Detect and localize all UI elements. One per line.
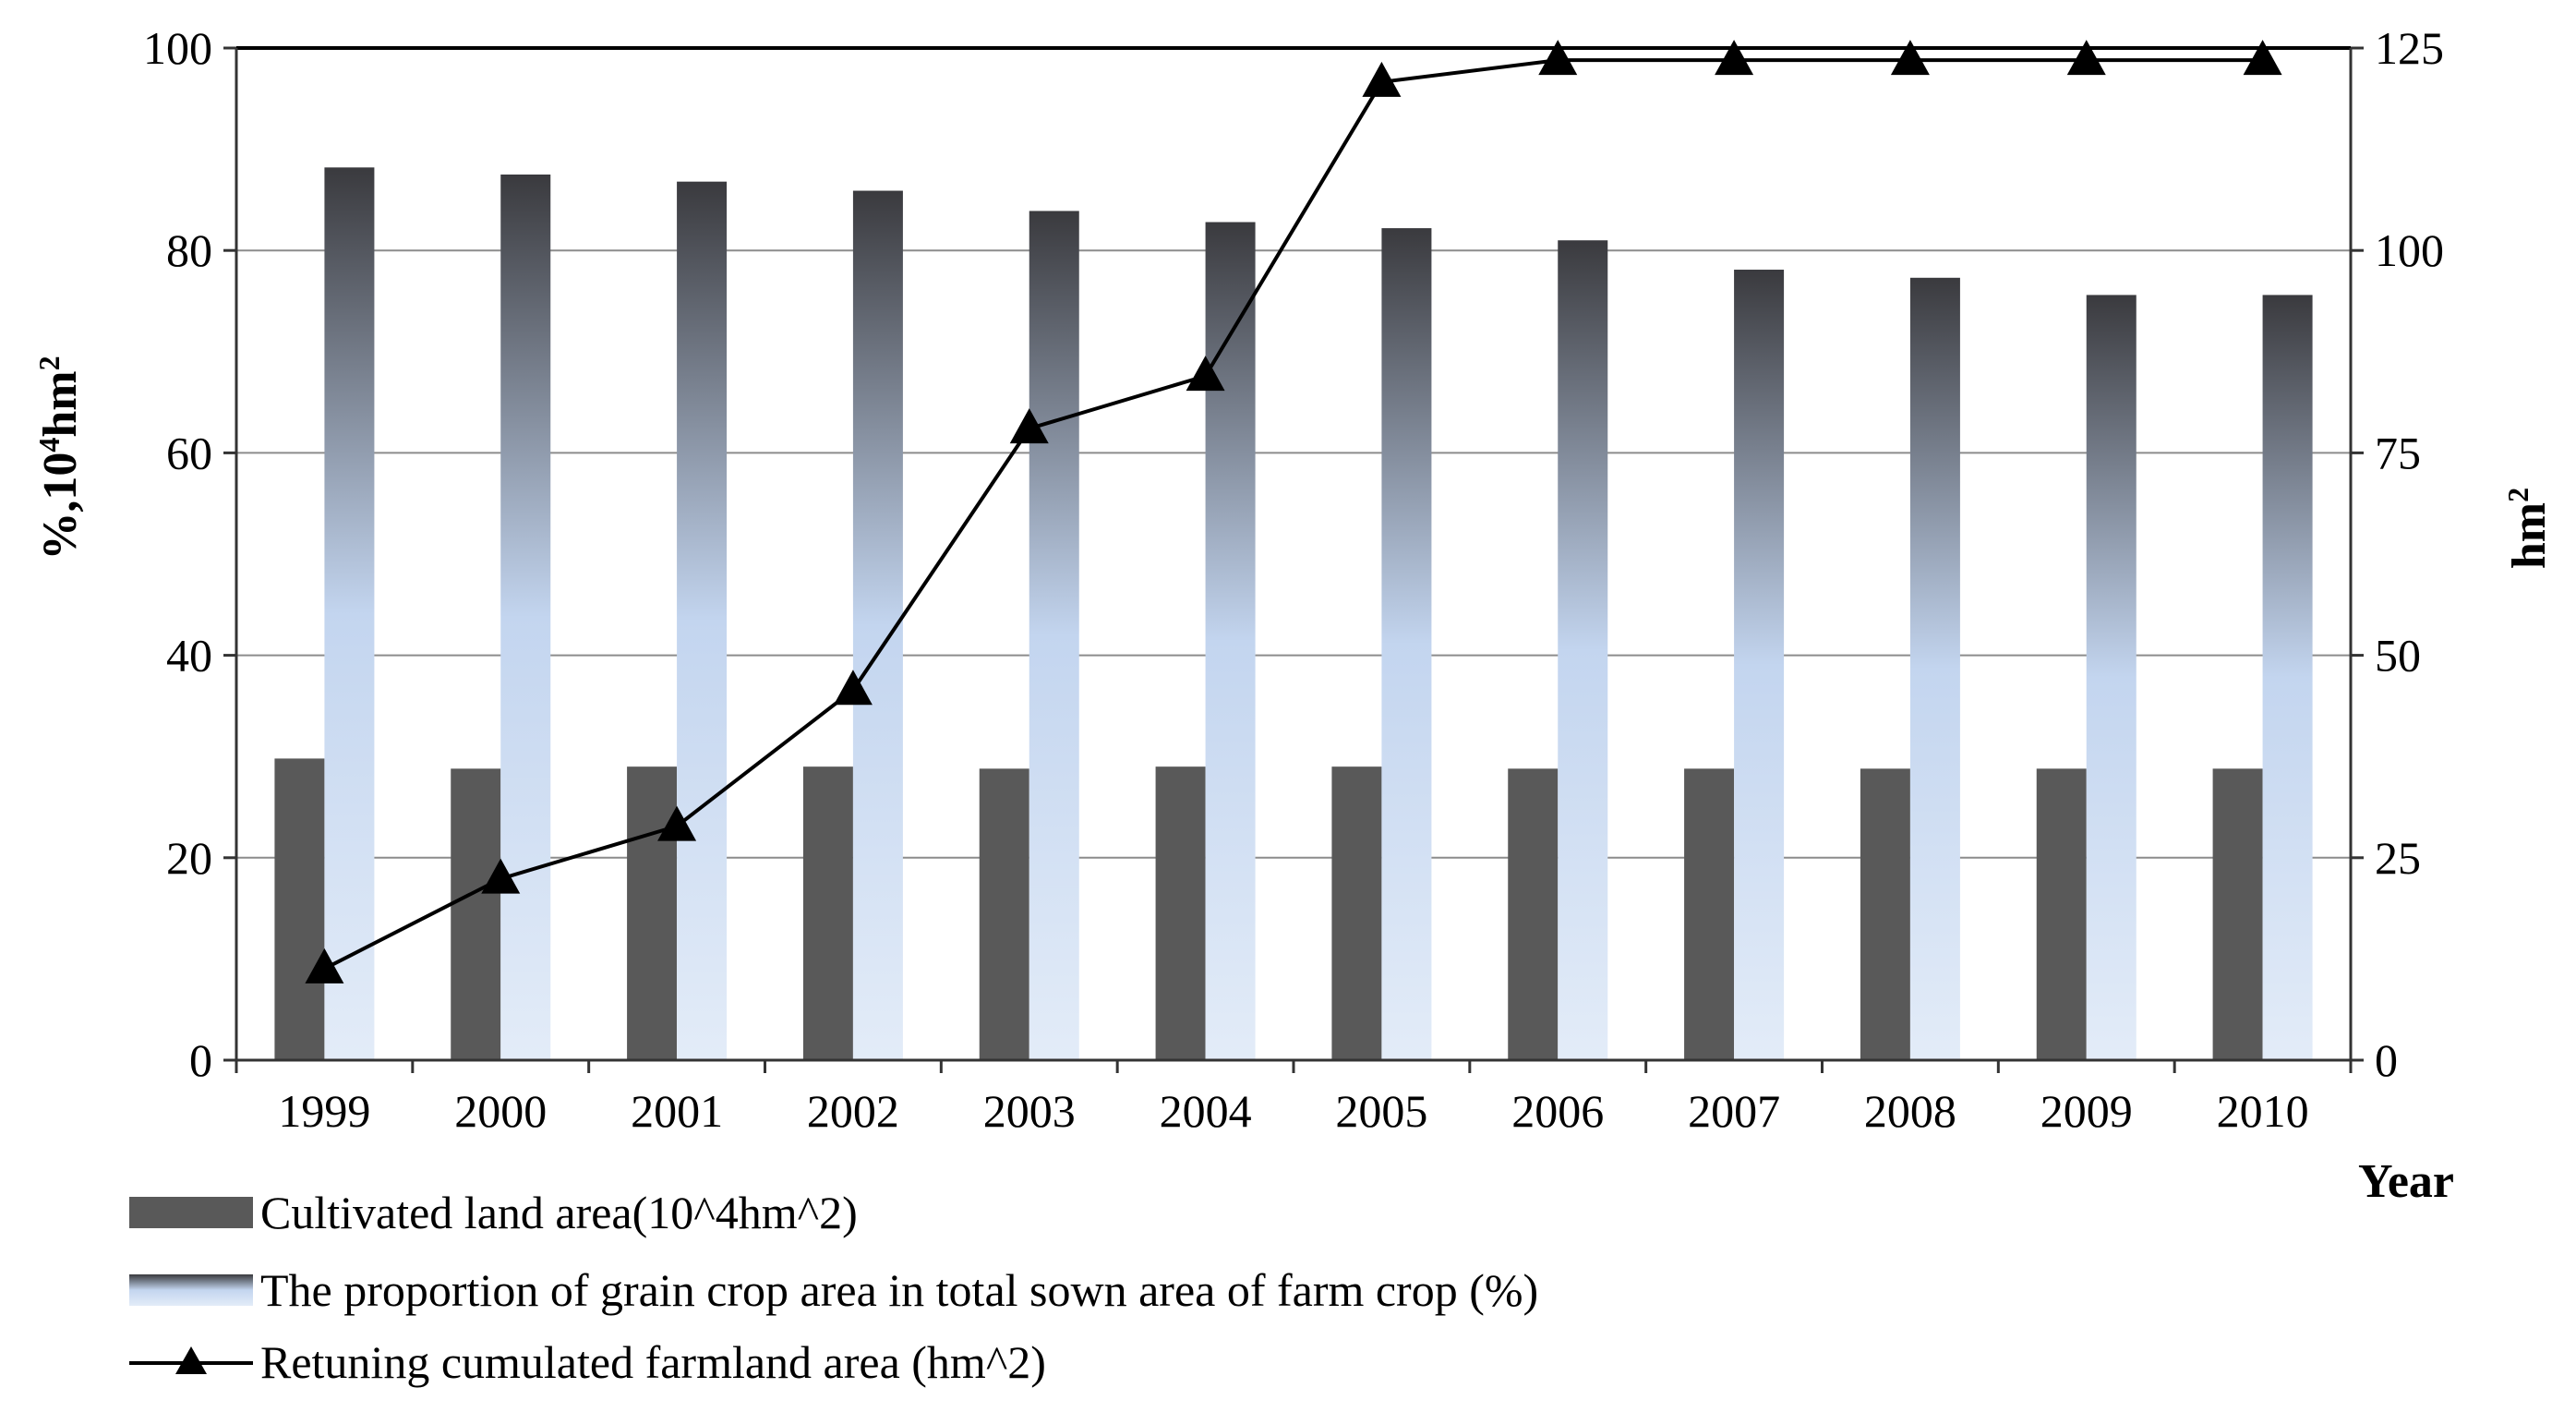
- bar-grain-proportion-2008: [1909, 277, 1960, 1060]
- bar-cultivated-2009: [2036, 768, 2087, 1060]
- bar-cultivated-2005: [1331, 766, 1382, 1060]
- y-left-tick-label-0: 0: [189, 1034, 212, 1086]
- x-tick-label-2003: 2003: [983, 1085, 1076, 1137]
- bar-grain-proportion-2009: [2086, 295, 2137, 1060]
- marker-returning-2000: [481, 858, 521, 894]
- bar-grain-proportion-2000: [500, 175, 551, 1060]
- tick-labels: 0 20 40 60 80 100 0 25 50 75 100 125 1999 2000 2001 200…: [143, 22, 2444, 1137]
- bar-cultivated-2008: [1860, 768, 1910, 1060]
- marker-returning-2004: [1186, 356, 1225, 392]
- legend-swatch-cultivated: [129, 1197, 253, 1228]
- bar-cultivated-2004: [1155, 766, 1206, 1060]
- marker-returning-2003: [1009, 408, 1049, 444]
- y-left-tick-label-80: 80: [166, 224, 212, 276]
- bar-cultivated-2000: [451, 768, 501, 1060]
- legend-label-cultivated: Cultivated land area(10^4hm^2): [260, 1187, 858, 1238]
- bar-grain-proportion-2005: [1381, 228, 1432, 1060]
- legend-swatch-grain-proportion: [129, 1274, 253, 1306]
- bar-cultivated-1999: [274, 758, 325, 1060]
- bar-grain-proportion-2006: [1558, 240, 1608, 1060]
- y-right-tick-label-25: 25: [2375, 832, 2421, 884]
- bar-grain-proportion-2001: [677, 181, 728, 1060]
- marker-returning-2002: [833, 670, 873, 706]
- y-axis-right-title: hm2: [2501, 488, 2556, 569]
- marker-returning-1999: [305, 947, 344, 984]
- x-tick-label-2010: 2010: [2217, 1085, 2309, 1137]
- y-right-tick-label-100: 100: [2375, 224, 2444, 276]
- x-tick-label-2006: 2006: [1511, 1085, 1604, 1137]
- legend-marker-returning: [175, 1346, 207, 1374]
- x-tick-label-2001: 2001: [631, 1085, 723, 1137]
- marker-returning-2007: [1715, 40, 1754, 76]
- y-axis-left-title: %,104hm2: [32, 356, 87, 560]
- y-left-tick-label-20: 20: [166, 832, 212, 884]
- y-right-tick-label-0: 0: [2375, 1034, 2398, 1086]
- x-tick-label-2002: 2002: [807, 1085, 899, 1137]
- marker-returning-2005: [1362, 61, 1402, 97]
- bar-cultivated-2001: [627, 766, 678, 1060]
- x-tick-label-1999: 1999: [278, 1085, 370, 1137]
- y-right-tick-label-75: 75: [2375, 427, 2421, 478]
- legend-label-grain-proportion: The proportion of grain crop area in tot…: [260, 1264, 1538, 1316]
- y-left-tick-label-60: 60: [166, 427, 212, 478]
- x-tick-label-2008: 2008: [1864, 1085, 1956, 1137]
- bar-grain-proportion-2007: [1734, 270, 1785, 1060]
- y-right-tick-label-50: 50: [2375, 630, 2421, 682]
- bar-cultivated-2006: [1508, 768, 1559, 1060]
- y-right-tick-label-125: 125: [2375, 22, 2444, 74]
- legend: Cultivated land area(10^4hm^2) The propo…: [129, 1187, 1538, 1388]
- x-tick-label-2000: 2000: [454, 1085, 547, 1137]
- marker-returning-2008: [1890, 40, 1930, 76]
- bar-grain-proportion-2010: [2262, 295, 2313, 1060]
- bar-cultivated-2003: [979, 768, 1029, 1060]
- x-tick-label-2004: 2004: [1160, 1085, 1252, 1137]
- gridlines: [236, 46, 2351, 859]
- y-left-tick-label-100: 100: [143, 22, 212, 74]
- marker-returning-2010: [2243, 40, 2282, 76]
- x-tick-label-2005: 2005: [1335, 1085, 1427, 1137]
- bar-cultivated-2002: [802, 766, 853, 1060]
- axes: [223, 46, 2364, 1073]
- bar-grain-proportion-1999: [324, 167, 375, 1060]
- bar-series: [274, 167, 2313, 1061]
- bar-grain-proportion-2004: [1205, 222, 1256, 1061]
- marker-returning-2009: [2066, 40, 2106, 76]
- x-tick-label-2009: 2009: [2040, 1085, 2133, 1137]
- x-tick-label-2007: 2007: [1688, 1085, 1780, 1137]
- legend-label-returning: Retuning cumulated farmland area (hm^2): [260, 1336, 1046, 1388]
- x-axis-title: Year: [2358, 1155, 2454, 1208]
- line-returning-farmland: [323, 58, 2263, 971]
- bar-grain-proportion-2003: [1029, 211, 1079, 1060]
- marker-returning-2001: [657, 805, 697, 841]
- line-series: [305, 40, 2282, 984]
- marker-returning-2006: [1538, 40, 1578, 76]
- y-left-tick-label-40: 40: [166, 630, 212, 682]
- bar-cultivated-2007: [1684, 768, 1735, 1060]
- bar-cultivated-2010: [2212, 768, 2263, 1060]
